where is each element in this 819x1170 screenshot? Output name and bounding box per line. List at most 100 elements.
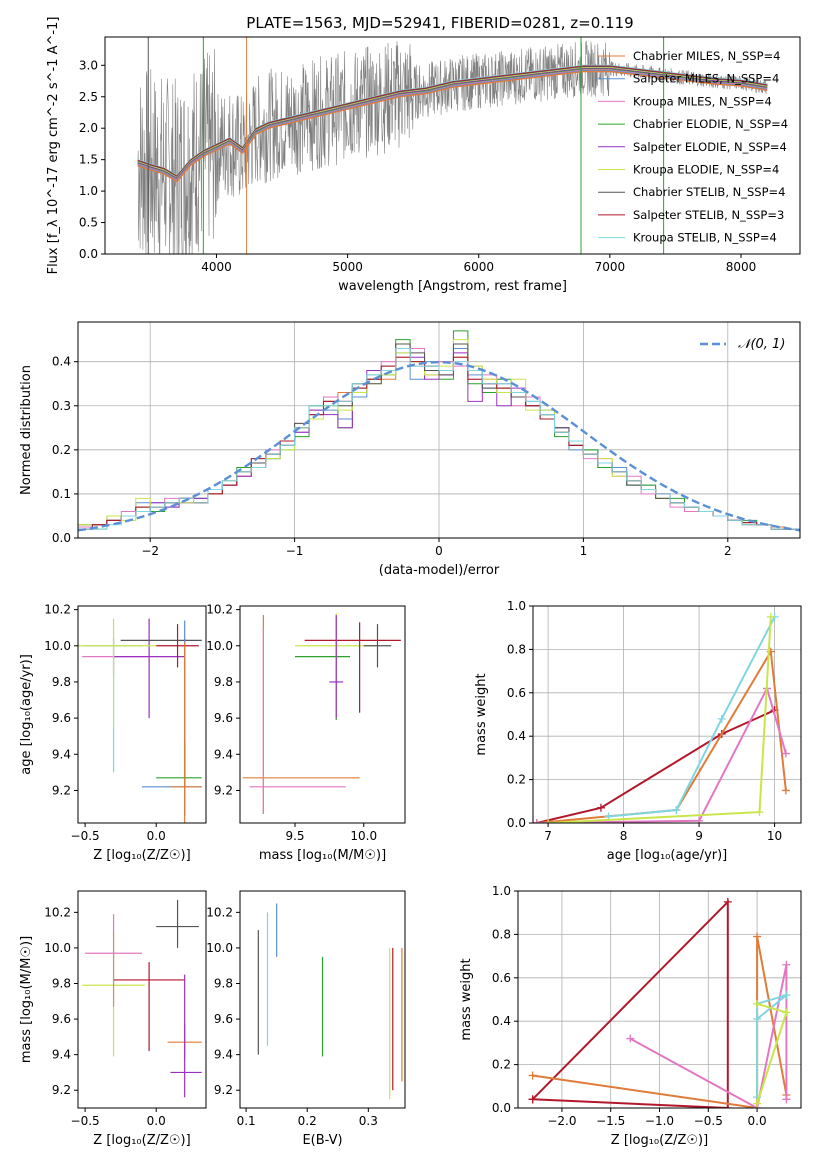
x-axis-label: age [log₁₀(age/yr)] xyxy=(607,848,728,863)
y-tick-label: 0.2 xyxy=(52,443,71,457)
error-bar-point xyxy=(85,914,142,1007)
y-tick-label: 0.3 xyxy=(52,399,71,413)
y-tick-label: 9.4 xyxy=(52,747,71,761)
legend-label: Salpeter MILES, N_SSP=4 xyxy=(633,72,779,86)
x-tick-label: 9 xyxy=(695,829,703,843)
error-bar-point xyxy=(78,618,157,728)
x-tick-label: −1.5 xyxy=(596,1114,625,1128)
plot-area xyxy=(528,897,791,1108)
y-tick-label: 10.2 xyxy=(206,603,233,617)
series-point xyxy=(755,808,764,817)
y-axis-label: age [log₁₀(age/yr)] xyxy=(19,654,34,775)
y-tick-label: 0.8 xyxy=(492,927,511,941)
y-tick-label: 9.6 xyxy=(214,1012,233,1026)
x-tick-label: 8000 xyxy=(726,260,757,274)
error-bar-point xyxy=(249,627,346,814)
series-line-3 xyxy=(536,685,787,823)
x-tick-label: 10 xyxy=(767,829,782,843)
y-tick-label: 10.2 xyxy=(206,905,233,919)
error-bar-point xyxy=(242,615,360,814)
y-tick-label: 9.2 xyxy=(214,783,233,797)
legend-label: 𝒩(0, 1) xyxy=(738,337,785,352)
series-point xyxy=(672,805,681,814)
error-bar-point xyxy=(156,899,199,948)
axes-frame xyxy=(77,605,207,824)
x-tick-label: 10.0 xyxy=(350,829,377,843)
y-tick-label: 0.4 xyxy=(52,355,71,369)
y-tick-label: 10.0 xyxy=(44,941,71,955)
legend-label: Kroupa MILES, N_SSP=4 xyxy=(633,94,772,108)
data-spectrum xyxy=(137,40,768,254)
y-tick-label: 9.2 xyxy=(52,1083,71,1097)
x-tick-label: 0.3 xyxy=(359,1114,378,1128)
y-axis-label: mass weight xyxy=(474,673,489,755)
x-axis-label: (data-model)/error xyxy=(379,563,500,578)
plot-area xyxy=(78,618,202,823)
error-bar-point xyxy=(170,974,202,1098)
x-tick-label: 7000 xyxy=(595,260,626,274)
panel-6: −0.5 0.0 9.2 9.4 9.6 9.8 10.0 10.2 Z [log₁₀(Z/Z☉… xyxy=(19,890,207,1148)
y-tick-label: 9.2 xyxy=(52,783,71,797)
series-line-4 xyxy=(608,616,776,818)
series-line-2 xyxy=(536,648,787,823)
x-tick-label: 0.0 xyxy=(147,1114,166,1128)
plot-area xyxy=(242,613,401,814)
error-bar-point xyxy=(295,616,350,720)
x-axis-label: mass [log₁₀(M/M☉)] xyxy=(259,848,386,863)
axes-frame xyxy=(77,890,207,1109)
error-bar-point xyxy=(156,741,202,787)
series-point xyxy=(782,960,791,969)
series-point xyxy=(753,1015,762,1024)
y-axis-label: mass [log₁₀(M/M☉)] xyxy=(19,936,34,1063)
x-tick-label: −0.5 xyxy=(71,1114,100,1128)
legend-label: Chabrier MILES, N_SSP=4 xyxy=(633,49,780,63)
x-axis-label: Z [log₁₀(Z/Z☉)] xyxy=(611,1133,708,1148)
x-tick-label: 7 xyxy=(544,829,552,843)
series-line-1 xyxy=(536,709,776,823)
plot-area xyxy=(533,612,790,823)
x-tick-label: 5000 xyxy=(332,260,363,274)
legend-label: Chabrier ELODIE, N_SSP=4 xyxy=(633,117,788,131)
series-point xyxy=(781,786,790,795)
error-bar-point xyxy=(329,615,344,719)
panel-5: 7 8 9 10 0.0 0.2 0.4 0.6 0.8 1.0 age [log₁₀(age/yr… xyxy=(474,599,802,863)
series-point xyxy=(753,999,762,1008)
series-point xyxy=(544,819,553,823)
series-line-4 xyxy=(756,994,788,1098)
series-point xyxy=(782,991,791,1000)
y-tick-label: 0.0 xyxy=(507,816,526,830)
legend-label: Kroupa ELODIE, N_SSP=4 xyxy=(633,163,779,177)
y-tick-label: 10.2 xyxy=(44,905,71,919)
legend: Chabrier MILES, N_SSP=4 Salpeter MILES, N… xyxy=(598,49,788,245)
axes-frame xyxy=(532,605,802,824)
x-tick-label: 8 xyxy=(620,829,628,843)
series-point xyxy=(528,1071,537,1080)
y-tick-label: 0.0 xyxy=(492,1101,511,1115)
axes-frame xyxy=(77,321,801,539)
y-tick-label: 9.4 xyxy=(214,747,233,761)
x-tick-label: −0.5 xyxy=(694,1114,723,1128)
error-bar-point xyxy=(156,624,199,668)
series-point xyxy=(723,897,732,906)
y-tick-label: 1.0 xyxy=(79,184,98,198)
model-curve-4 xyxy=(137,68,768,181)
error-bar-point xyxy=(170,642,202,823)
series-line-5 xyxy=(548,616,772,823)
y-tick-label: 0.2 xyxy=(507,773,526,787)
y-tick-label: 9.8 xyxy=(214,675,233,689)
x-tick-label: 0.2 xyxy=(298,1114,317,1128)
y-tick-label: 0.4 xyxy=(492,1014,511,1028)
x-tick-label: 0.0 xyxy=(748,1114,767,1128)
axes-frame xyxy=(517,890,802,1109)
y-axis-label: Flux [f_λ 10^-17 erg cm^-2 s^-1 A^-1] xyxy=(46,17,61,275)
x-tick-label: −1 xyxy=(286,544,304,558)
y-tick-label: 9.2 xyxy=(214,1083,233,1097)
panel-3: −0.5 0.0 9.2 9.4 9.6 9.8 10.0 10.2 Z [log₁₀(Z/Z☉… xyxy=(19,603,207,863)
series-point xyxy=(533,819,541,823)
y-tick-label: 0.6 xyxy=(492,971,511,985)
x-tick-label: 0.0 xyxy=(147,829,166,843)
plot-area xyxy=(82,899,202,1098)
legend-label: Salpeter STELIB, N_SSP=3 xyxy=(633,208,784,222)
model-curve-8 xyxy=(137,65,768,178)
